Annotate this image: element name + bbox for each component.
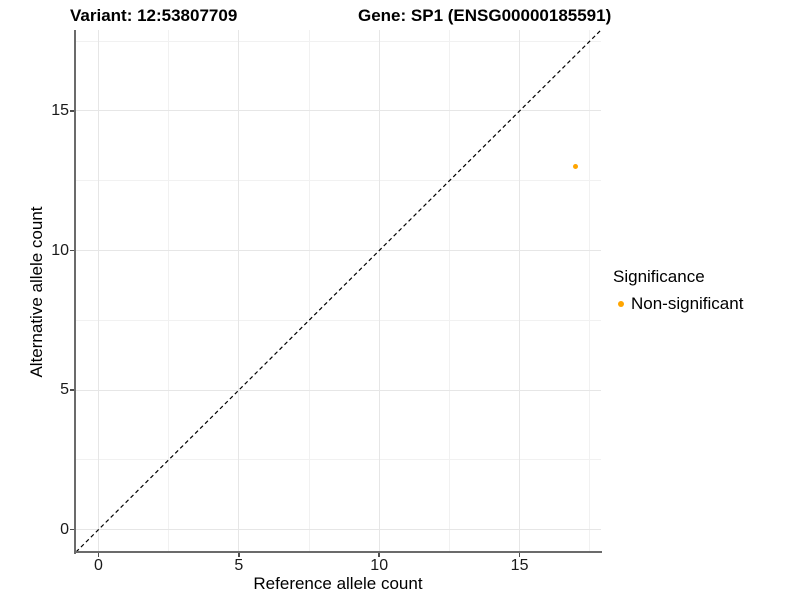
minor-gridline-horizontal bbox=[76, 459, 601, 461]
y-tick-label: 10 bbox=[51, 241, 69, 259]
y-axis-line bbox=[74, 30, 76, 554]
legend-entry-label: Non-significant bbox=[631, 294, 744, 313]
major-gridline-vertical bbox=[238, 30, 240, 552]
legend-entry: Non-significant bbox=[613, 294, 743, 314]
plot-title-gene: Gene: SP1 (ENSG00000185591) bbox=[358, 6, 612, 25]
identity-dashed-line bbox=[76, 30, 601, 552]
minor-gridline-horizontal bbox=[76, 40, 601, 42]
legend-title: Significance bbox=[613, 267, 705, 286]
y-tick-label: 15 bbox=[51, 101, 69, 119]
y-tick-mark bbox=[70, 249, 74, 252]
x-axis-title: Reference allele count bbox=[253, 574, 423, 593]
major-gridline-horizontal bbox=[76, 110, 601, 112]
x-tick-label: 5 bbox=[234, 557, 244, 574]
legend-key-dot-icon bbox=[618, 301, 624, 307]
major-gridline-vertical bbox=[519, 30, 521, 552]
x-axis-line bbox=[74, 551, 602, 553]
y-tick-mark bbox=[70, 389, 74, 391]
major-gridline-vertical bbox=[97, 30, 99, 552]
x-tick-mark bbox=[378, 553, 380, 557]
legend: Significance Non-significant bbox=[613, 267, 743, 314]
y-tick-mark bbox=[70, 110, 74, 112]
x-tick-mark bbox=[518, 553, 521, 557]
y-tick-label: 0 bbox=[60, 520, 69, 538]
x-tick-mark bbox=[97, 553, 100, 557]
minor-gridline-horizontal bbox=[76, 180, 601, 182]
x-tick-label: 15 bbox=[510, 557, 529, 574]
minor-gridline-vertical bbox=[589, 30, 591, 552]
major-gridline-horizontal bbox=[76, 250, 601, 252]
minor-gridline-horizontal bbox=[76, 319, 601, 321]
minor-gridline-vertical bbox=[308, 30, 310, 552]
y-tick-label: 5 bbox=[60, 381, 69, 399]
minor-gridline-vertical bbox=[168, 30, 170, 552]
y-tick-mark bbox=[70, 528, 74, 531]
plot-panel bbox=[76, 30, 601, 552]
minor-gridline-vertical bbox=[448, 30, 450, 552]
major-gridline-horizontal bbox=[76, 529, 601, 531]
plot-title-variant: Variant: 12:53807709 bbox=[70, 6, 238, 25]
x-tick-label: 0 bbox=[94, 557, 103, 574]
major-gridline-horizontal bbox=[76, 389, 601, 391]
data-point bbox=[573, 164, 579, 170]
x-tick-label: 10 bbox=[370, 557, 389, 574]
x-tick-mark bbox=[238, 553, 240, 557]
major-gridline-vertical bbox=[378, 30, 380, 552]
